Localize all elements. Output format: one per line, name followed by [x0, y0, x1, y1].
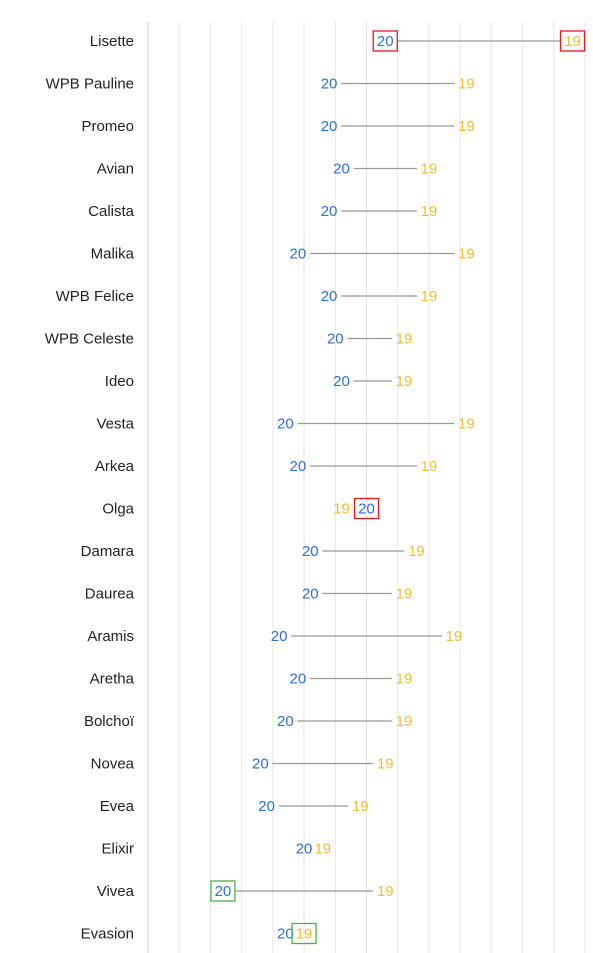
- point-label: 19: [458, 416, 475, 433]
- highlight-box: [372, 30, 398, 52]
- point-label: 19: [446, 628, 463, 645]
- point-label: 19: [296, 926, 313, 943]
- category-label: Aramis: [87, 628, 134, 645]
- category-label: Evasion: [81, 926, 134, 943]
- point-label: 20: [302, 543, 319, 560]
- point-label: 20: [377, 33, 394, 50]
- point-label: 20: [296, 841, 313, 858]
- point-label: 19: [352, 798, 369, 815]
- point-label: 20: [358, 501, 375, 518]
- point-label: 19: [458, 246, 475, 263]
- point-label: 20: [252, 756, 269, 773]
- category-label: Bolchoï: [84, 713, 135, 730]
- point-label: 19: [421, 458, 438, 475]
- point-label: 20: [289, 671, 306, 688]
- point-label: 20: [277, 713, 294, 730]
- point-label: 19: [421, 161, 438, 178]
- point-label: 20: [321, 203, 338, 220]
- category-label: Lisette: [90, 33, 134, 50]
- category-label: Promeo: [81, 118, 134, 135]
- point-label: 19: [564, 33, 581, 50]
- gridlines: [147, 22, 586, 953]
- category-label: WPB Felice: [56, 288, 134, 305]
- point-label: 20: [215, 883, 232, 900]
- category-label: Ideo: [105, 373, 134, 390]
- category-label: Vesta: [96, 416, 134, 433]
- point-label: 20: [277, 926, 294, 943]
- point-label: 19: [408, 543, 425, 560]
- category-label: Damara: [81, 543, 135, 560]
- point-label: 20: [321, 288, 338, 305]
- category-label: Vivea: [97, 883, 135, 900]
- point-label: 19: [458, 76, 475, 93]
- point-label: 20: [321, 118, 338, 135]
- category-label: Malika: [91, 246, 135, 263]
- point-label: 20: [271, 628, 288, 645]
- point-label: 20: [321, 76, 338, 93]
- highlight-box: [353, 497, 380, 520]
- point-label: 19: [377, 883, 394, 900]
- point-label: 19: [396, 586, 413, 603]
- category-label: Calista: [88, 203, 135, 220]
- point-label: 20: [333, 373, 350, 390]
- category-labels: Lisette WPB Pauline Promeo Avian Calista Mali…: [45, 33, 135, 943]
- point-label: 19: [396, 373, 413, 390]
- point-label: 19: [396, 331, 413, 348]
- point-label: 19: [421, 288, 438, 305]
- category-label: WPB Pauline: [46, 76, 134, 93]
- highlight-box: [559, 30, 586, 52]
- point-label: 20: [327, 331, 344, 348]
- point-label: 19: [396, 713, 413, 730]
- category-label: Avian: [97, 161, 134, 178]
- point-label: 19: [377, 756, 394, 773]
- category-label: Evea: [100, 798, 135, 815]
- highlight-box: [210, 880, 236, 902]
- category-label: Elixir: [102, 841, 135, 858]
- point-label: 19: [314, 841, 331, 858]
- category-label: Arkea: [95, 458, 135, 475]
- category-label: Novea: [91, 756, 135, 773]
- point-label: 20: [302, 586, 319, 603]
- category-label: Aretha: [90, 671, 135, 688]
- point-label: 19: [333, 501, 350, 518]
- point-label: 20: [289, 458, 306, 475]
- category-label: Olga: [102, 501, 134, 518]
- point-label: 20: [258, 798, 275, 815]
- point-label: 19: [421, 203, 438, 220]
- highlight-box: [291, 922, 317, 945]
- point-label: 20: [289, 246, 306, 263]
- point-label: 20: [333, 161, 350, 178]
- point-label: 19: [396, 671, 413, 688]
- point-label: 19: [458, 118, 475, 135]
- category-label: Daurea: [85, 586, 135, 603]
- category-label: WPB Celeste: [45, 331, 134, 348]
- point-label: 20: [277, 416, 294, 433]
